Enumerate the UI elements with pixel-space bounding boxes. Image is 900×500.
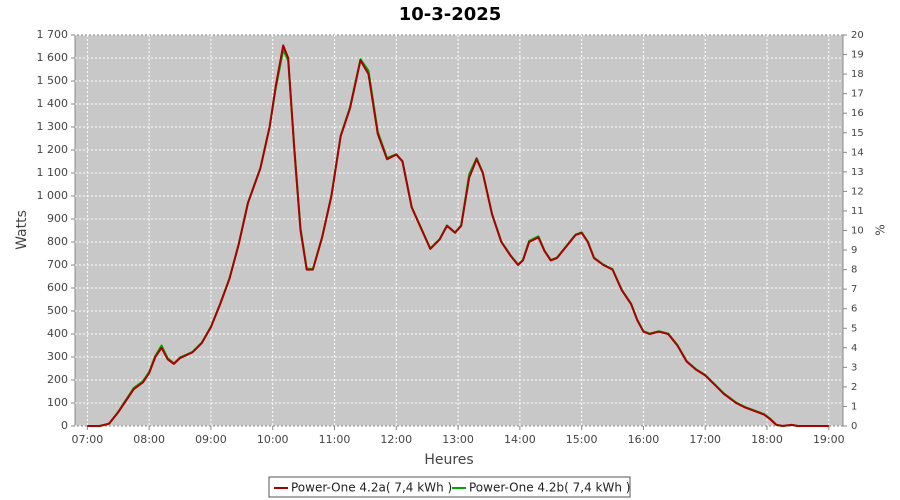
y2-tick-label: 0 [851, 421, 857, 432]
y-tick-label: 900 [47, 212, 68, 225]
y-tick-label: 0 [61, 419, 68, 432]
y-tick-label: 800 [47, 235, 68, 248]
y-tick-label: 1 500 [37, 74, 69, 87]
y-tick-label: 1 400 [37, 97, 69, 110]
y2-tick-label: 6 [851, 304, 857, 315]
y-tick-label: 1 600 [37, 51, 69, 64]
y-tick-label: 1 100 [37, 166, 69, 179]
y2-tick-label: 15 [851, 128, 864, 139]
y2-tick-label: 5 [851, 323, 857, 334]
y2-tick-label: 11 [851, 206, 864, 217]
legend [268, 476, 631, 498]
y-tick-label: 1 000 [37, 189, 69, 202]
y2-tick-label: 13 [851, 167, 864, 178]
y2-tick-label: 1 [851, 401, 857, 412]
y2-tick-label: 20 [851, 30, 864, 41]
y2-tick-label: 19 [851, 50, 864, 61]
y2-tick-label: 18 [851, 69, 864, 80]
y-tick-label: 300 [47, 350, 68, 363]
y2-axis-label: % [874, 224, 888, 235]
y-tick-label: 600 [47, 281, 68, 294]
y-tick-label: 500 [47, 304, 68, 317]
y-tick-label: 100 [47, 396, 68, 409]
x-tick-label: 19:00 [813, 433, 845, 446]
y2-tick-label: 14 [851, 147, 864, 158]
y2-tick-label: 4 [851, 343, 857, 354]
legend-label: Power-One 4.2b( 7,4 kWh ) [469, 481, 630, 495]
y2-tick-label: 3 [851, 362, 857, 373]
y2-tick-label: 9 [851, 245, 857, 256]
y2-tick-label: 12 [851, 186, 864, 197]
y-tick-label: 1 700 [37, 28, 69, 41]
x-tick-label: 09:00 [195, 433, 227, 446]
series-line [87, 44, 829, 427]
y2-tick-label: 2 [851, 382, 857, 393]
plot-area [74, 34, 844, 427]
x-tick-label: 13:00 [442, 433, 474, 446]
x-tick-label: 18:00 [751, 433, 783, 446]
y2-tick-label: 17 [851, 89, 864, 100]
x-tick-label: 17:00 [689, 433, 721, 446]
x-tick-label: 16:00 [628, 433, 660, 446]
chart-title: 10-3-2025 [399, 4, 502, 25]
x-tick-label: 07:00 [72, 433, 104, 446]
x-axis-label: Heures [424, 452, 473, 468]
x-tick-label: 08:00 [133, 433, 165, 446]
y2-tick-label: 10 [851, 226, 864, 237]
y2-tick-label: 7 [851, 284, 857, 295]
x-tick-label: 11:00 [319, 433, 351, 446]
y2-tick-label: 16 [851, 108, 864, 119]
y2-tick-label: 8 [851, 265, 857, 276]
x-tick-label: 14:00 [504, 433, 536, 446]
x-tick-label: 12:00 [380, 433, 412, 446]
y-tick-label: 700 [47, 258, 68, 271]
y-axis-label: Watts [14, 210, 30, 250]
x-tick-label: 10:00 [257, 433, 289, 446]
x-tick-label: 15:00 [566, 433, 598, 446]
y-tick-label: 1 300 [37, 120, 69, 133]
y-tick-label: 1 200 [37, 143, 69, 156]
y-tick-label: 400 [47, 327, 68, 340]
y-tick-label: 200 [47, 373, 68, 386]
legend-label: Power-One 4.2a( 7,4 kWh ) [291, 481, 452, 495]
